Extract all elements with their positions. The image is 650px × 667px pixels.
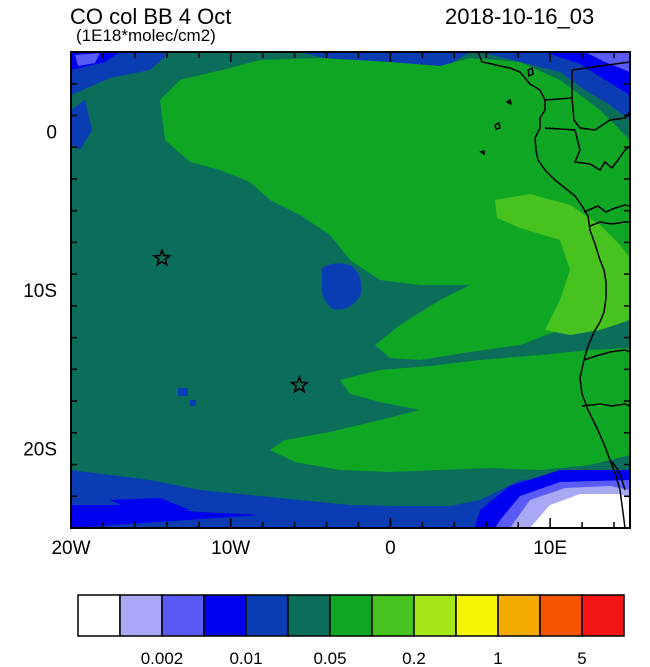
colorbar-swatch (539, 594, 583, 637)
colorbar-label: 0.05 (313, 649, 346, 667)
colorbar-swatch (581, 594, 625, 637)
colorbar-swatch (161, 594, 205, 637)
x-tick-label: 10E (533, 538, 567, 559)
st-helena-star (152, 248, 172, 267)
colorbar-swatch (455, 594, 499, 637)
x-tick-label: 10W (211, 538, 250, 559)
y-tick-label: 20S (23, 440, 57, 461)
colorbar-label: 5 (577, 649, 586, 667)
x-tick-label: 20W (51, 538, 90, 559)
axis-ticks (70, 51, 630, 529)
colorbar-swatch (119, 594, 163, 637)
x-tick-label: 0 (385, 538, 396, 559)
colorbar-label: 0.002 (141, 649, 184, 667)
map-timestamp: 2018-10-16_03 (445, 4, 595, 29)
colorbar-swatch (203, 594, 247, 637)
ascension-star (289, 374, 310, 394)
colorbar-swatch (77, 594, 121, 637)
map-title: CO col BB 4 Oct (70, 4, 232, 29)
colorbar-labels: 0.002 0.01 0.05 0.2 1 5 (141, 649, 587, 667)
co-field (71, 52, 630, 528)
colorbar-swatch (245, 594, 289, 637)
colorbar-label: 1 (493, 649, 502, 667)
plot-frame (70, 51, 631, 529)
station-markers (152, 248, 310, 394)
map-units: (1E18*molec/cm2) (76, 26, 216, 45)
colorbar-swatch (329, 594, 373, 637)
colorbar-label: 0.2 (402, 649, 426, 667)
coastline (477, 52, 630, 528)
colorbar-swatch (413, 594, 457, 637)
axis-tick-labels: 20W 10W 0 10E 0 10S 20S (23, 122, 567, 559)
colorbar-swatch (371, 594, 415, 637)
colorbar (77, 594, 625, 637)
y-tick-label: 0 (46, 122, 57, 143)
y-tick-label: 10S (23, 281, 57, 302)
colorbar-swatch (497, 594, 541, 637)
colorbar-swatch (287, 594, 331, 637)
colorbar-label: 0.01 (229, 649, 262, 667)
